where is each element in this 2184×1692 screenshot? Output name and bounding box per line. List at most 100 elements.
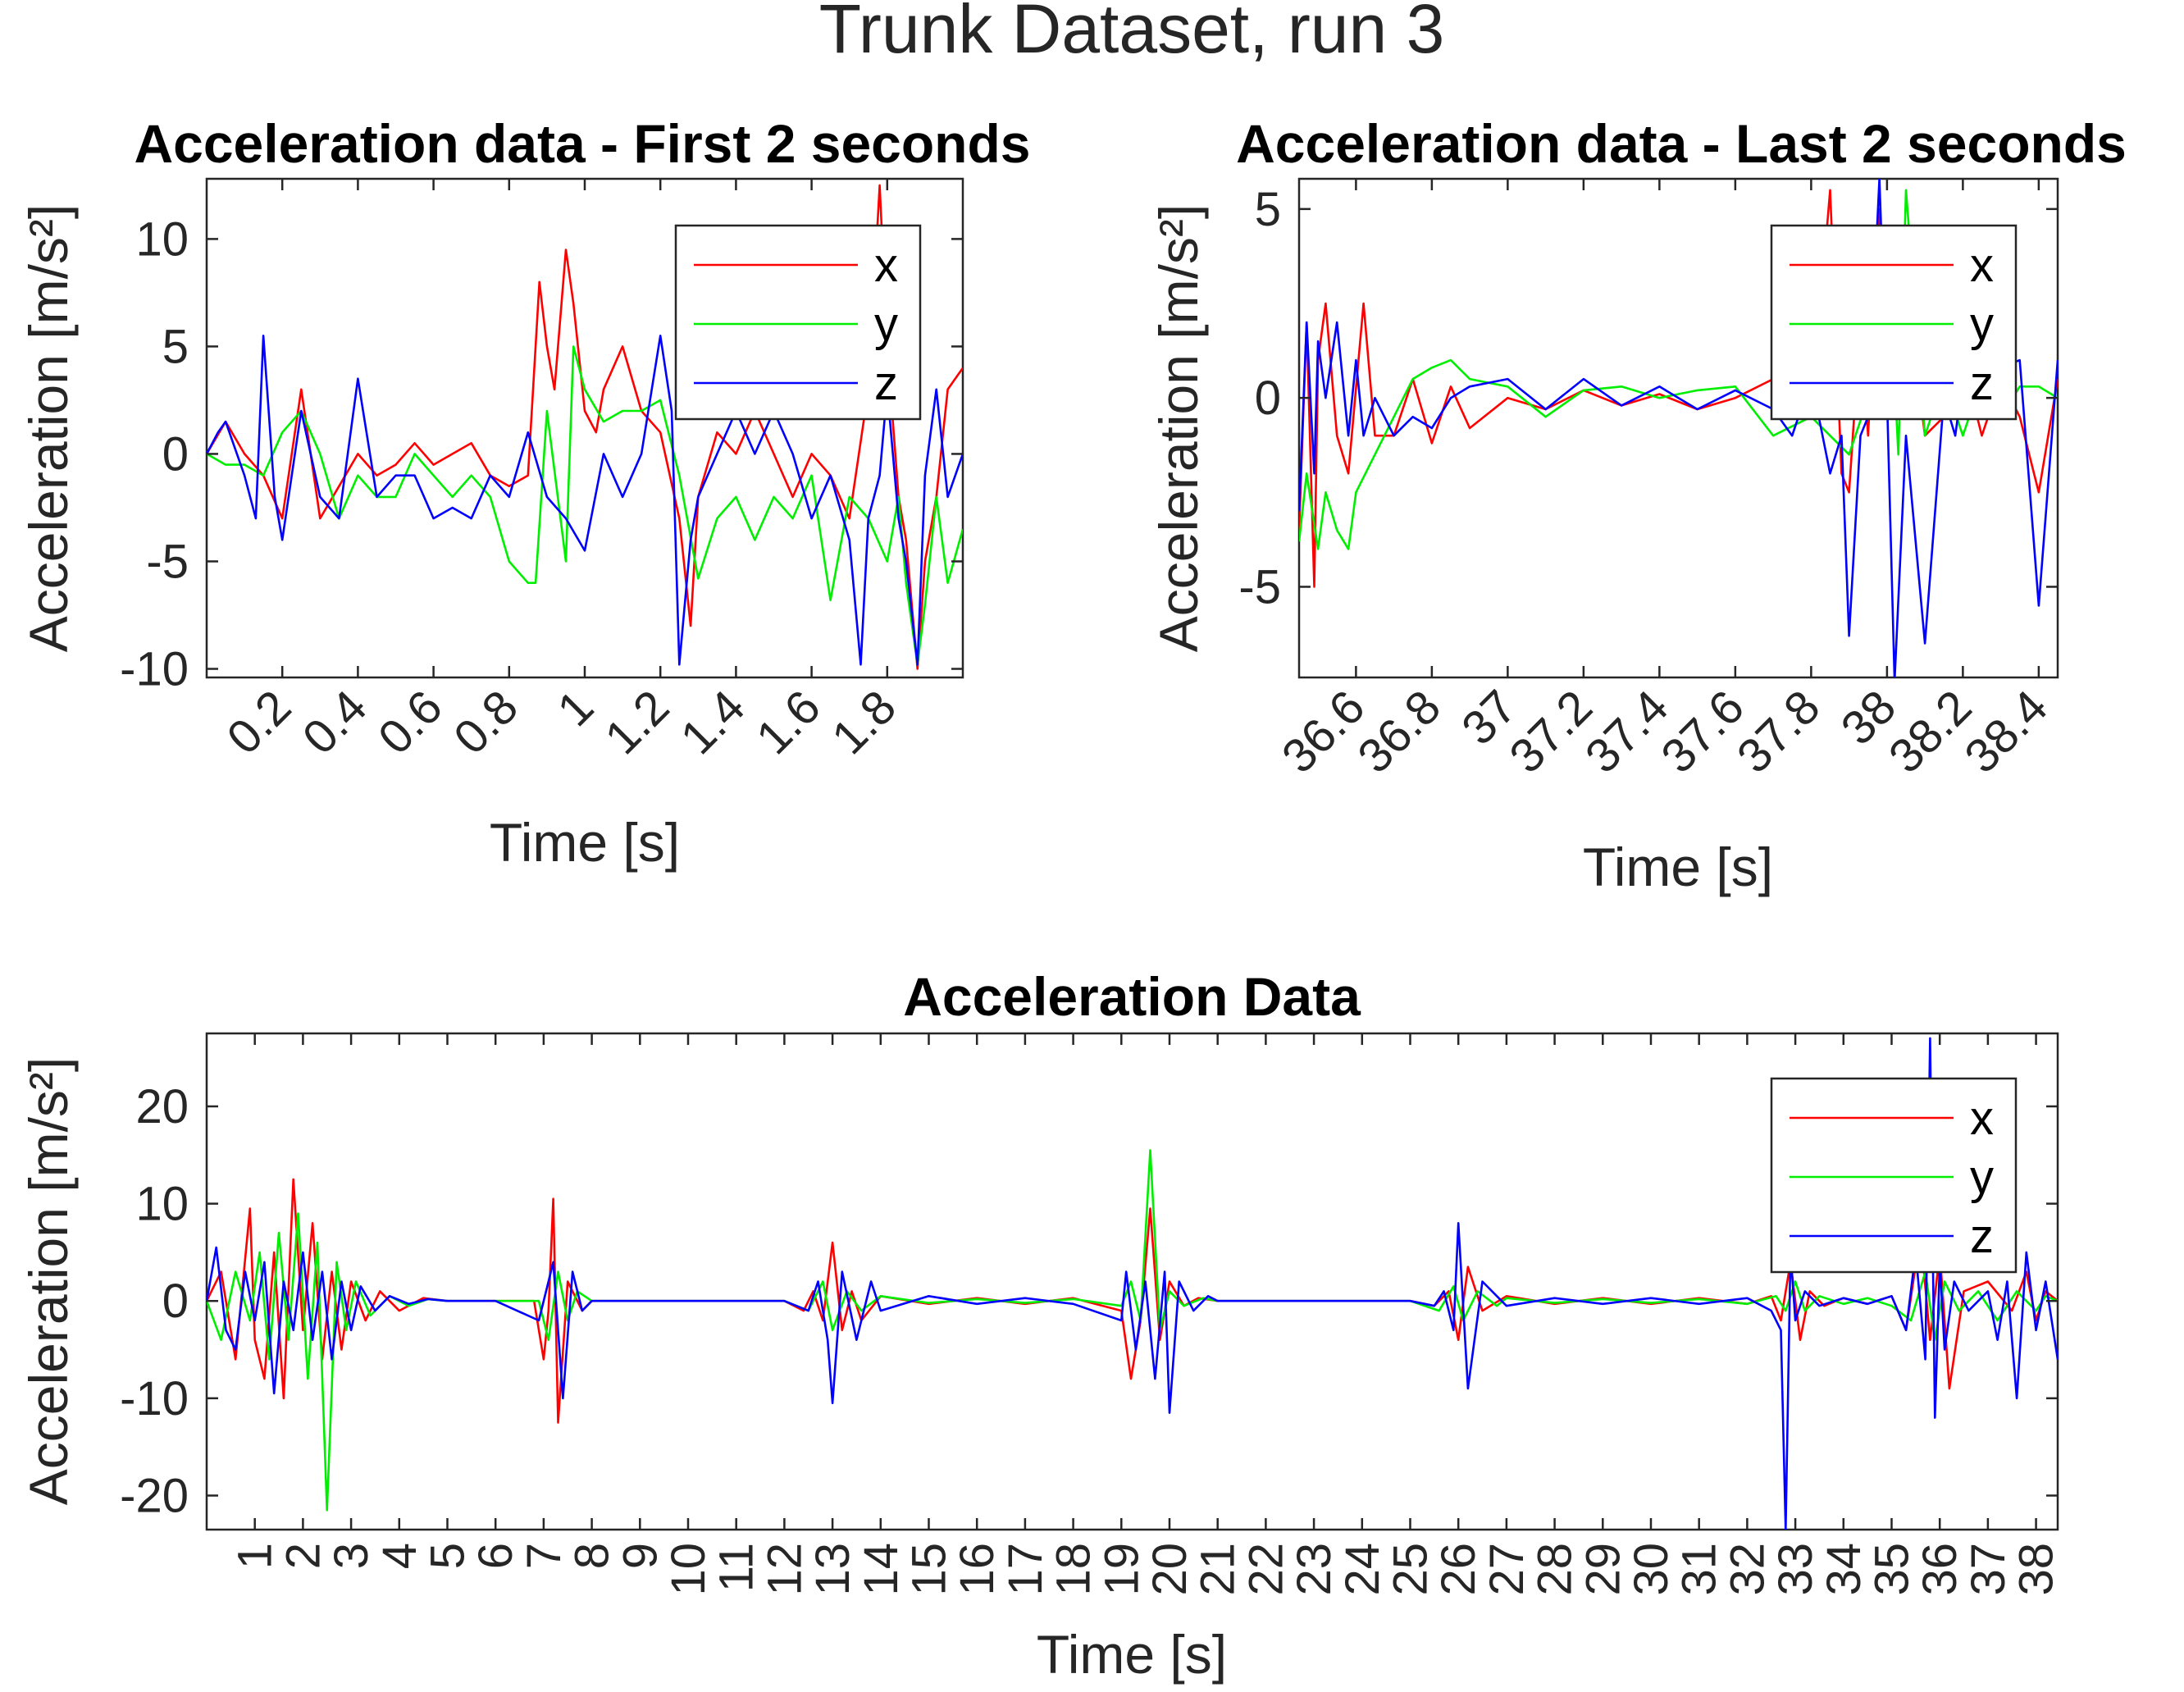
panel-full-xtick-label: 37: [1962, 1543, 2015, 1596]
panel-full-xtick-label: 38: [2010, 1543, 2063, 1596]
panel-last-2s-xtick-label: 37.4: [1575, 680, 1679, 783]
panel-first-2s-xtick-label: 1.8: [822, 680, 906, 764]
panel-full-line-z: [207, 1037, 2058, 1530]
panel-full-xtick-label: 13: [806, 1543, 859, 1596]
panel-first-2s-ylabel: Acceleration [m/s²]: [18, 204, 79, 653]
panel-full-ytick-label: -20: [120, 1469, 189, 1522]
panel-first-2s-ytick-label: -5: [146, 535, 189, 588]
panel-full-xtick-label: 5: [421, 1543, 474, 1569]
panel-full-xtick-label: 34: [1817, 1543, 1871, 1596]
panel-full-legend-box: [1770, 1077, 2018, 1274]
panel-first-2s-line-z: [207, 334, 963, 666]
panel-full-xtick-label: 23: [1288, 1543, 1341, 1596]
panel-first-2s-ytick-label: 10: [135, 212, 189, 266]
panel-full-xtick-label: 2: [276, 1543, 330, 1569]
panel-last-2s: Acceleration data - Last 2 seconds 36.63…: [1148, 113, 2127, 897]
panel-full-xtick-label: 4: [373, 1543, 426, 1569]
panel-full-xtick-label: 17: [999, 1543, 1052, 1596]
panel-full-xtick-label: 12: [758, 1543, 811, 1596]
panel-first-2s-xtick-label: 0.4: [293, 680, 377, 764]
panel-full-xtick-label: 3: [325, 1543, 378, 1569]
panel-full-xtick-label: 14: [855, 1543, 908, 1596]
panel-last-2s-title: Acceleration data - Last 2 seconds: [1236, 113, 2127, 174]
panel-last-2s-xtick-label: 38.2: [1879, 680, 1982, 783]
panel-first-2s-xtick-label: 0.6: [368, 680, 453, 764]
panel-full-xtick-label: 35: [1865, 1543, 1918, 1596]
panel-first-2s: Acceleration data - First 2 seconds 0.20…: [18, 113, 1031, 873]
panel-full-xtick-label: 18: [1047, 1543, 1101, 1596]
panel-first-2s-xtick-label: 0.2: [217, 680, 301, 764]
panel-full-xtick-label: 33: [1769, 1543, 1822, 1596]
panel-full-xtick-label: 28: [1529, 1543, 1582, 1596]
panel-first-2s-ytick-label: 5: [162, 320, 189, 373]
panel-first-2s-line-x: [207, 184, 963, 670]
panel-first-2s-ytick-label: -10: [120, 643, 189, 696]
panel-full-xtick-label: 10: [662, 1543, 715, 1596]
panel-full-xtick-label: 22: [1239, 1543, 1293, 1596]
panel-full-xtick-label: 20: [1143, 1543, 1197, 1596]
panel-full-xtick-label: 27: [1480, 1543, 1534, 1596]
panel-full-ylabel: Acceleration [m/s²]: [18, 1057, 79, 1506]
panel-full-xtick-label: 15: [902, 1543, 955, 1596]
panel-last-2s-legend-label-x: x: [1970, 239, 1994, 292]
panel-last-2s-yticks: -5 0 5: [1238, 183, 2058, 613]
panel-first-2s-xtick-label: 1.4: [671, 680, 755, 764]
panel-full-axes: [205, 1032, 2059, 1531]
panel-full-ytick-label: 0: [162, 1275, 189, 1328]
panel-full-xtick-label: 21: [1192, 1543, 1245, 1596]
panel-full-xlabel: Time [s]: [1037, 1624, 1227, 1685]
panel-first-2s-legend-label-y: y: [874, 298, 898, 351]
panel-full-ytick-label: -10: [120, 1372, 189, 1425]
panel-full-xtick-label: 31: [1673, 1543, 1726, 1596]
panel-first-2s-legend-box: [674, 224, 922, 421]
panel-full-xtick-label: 9: [613, 1543, 667, 1569]
panel-full-xtick-label: 36: [1913, 1543, 1967, 1596]
panel-full-yticks: -20 -10 0 10 20: [120, 1080, 2058, 1522]
panel-first-2s-ytick-label: 0: [162, 427, 189, 481]
panel-full-xtick-label: 24: [1336, 1543, 1389, 1596]
panel-last-2s-legend: xyz: [1770, 224, 2018, 421]
panel-first-2s-series: [207, 184, 963, 670]
panel-last-2s-xlabel: Time [s]: [1583, 837, 1773, 897]
panel-full-ytick-label: 10: [135, 1178, 189, 1231]
panel-full-xtick-label: 25: [1384, 1543, 1437, 1596]
panel-first-2s-xtick-label: 1.6: [746, 680, 831, 764]
panel-full-xtick-label: 30: [1625, 1543, 1678, 1596]
panel-last-2s-ytick-label: 5: [1255, 183, 1281, 236]
panel-first-2s-xtick-label: 1.2: [595, 680, 679, 764]
panel-full-xtick-label: 1: [229, 1543, 282, 1569]
panel-full-xtick-label: 11: [710, 1543, 764, 1592]
panel-last-2s-xtick-label: 37.2: [1499, 680, 1603, 783]
panel-last-2s-xtick-label: 37.6: [1651, 680, 1754, 783]
panel-full-series: [207, 1037, 2058, 1530]
panel-first-2s-yticks: -10 -5 0 5 10: [120, 212, 963, 696]
panel-full-xtick-label: 19: [1095, 1543, 1148, 1596]
panel-last-2s-xtick-label: 37.8: [1727, 680, 1831, 783]
panel-last-2s-xtick-label: 36.8: [1347, 680, 1451, 783]
panel-first-2s-xtick-label: 0.8: [444, 680, 528, 764]
panel-full: Acceleration Data 1234567891011121314151…: [18, 966, 2063, 1685]
panel-full-xtick-label: 29: [1576, 1543, 1630, 1596]
panel-last-2s-ytick-label: -5: [1238, 560, 1281, 613]
panel-last-2s-legend-label-z: z: [1970, 357, 1994, 410]
panel-full-line-y: [207, 1149, 2058, 1512]
panel-full-legend: xyz: [1770, 1077, 2018, 1274]
panel-full-xtick-label: 6: [469, 1543, 522, 1569]
figure-title: Trunk Dataset, run 3: [819, 0, 1445, 67]
panel-full-line-x: [207, 1178, 2058, 1424]
panel-full-xtick-label: 7: [518, 1543, 571, 1569]
panel-first-2s-xlabel: Time [s]: [490, 812, 680, 873]
panel-first-2s-title: Acceleration data - First 2 seconds: [134, 113, 1030, 174]
panel-last-2s-xtick-label: 36.6: [1272, 680, 1375, 783]
panel-first-2s-line-y: [207, 345, 963, 666]
panel-full-title: Acceleration Data: [903, 966, 1361, 1027]
panel-full-xtick-label: 32: [1721, 1543, 1774, 1596]
panel-full-legend-label-x: x: [1970, 1092, 1994, 1145]
panel-full-legend-label-y: y: [1970, 1151, 1994, 1204]
panel-last-2s-xtick-label: 38.4: [1954, 680, 2058, 783]
panel-full-legend-label-z: z: [1970, 1210, 1994, 1263]
panel-last-2s-legend-label-y: y: [1970, 298, 1994, 351]
panel-full-ytick-label: 20: [135, 1080, 189, 1133]
panel-first-2s-legend: xyz: [674, 224, 922, 421]
